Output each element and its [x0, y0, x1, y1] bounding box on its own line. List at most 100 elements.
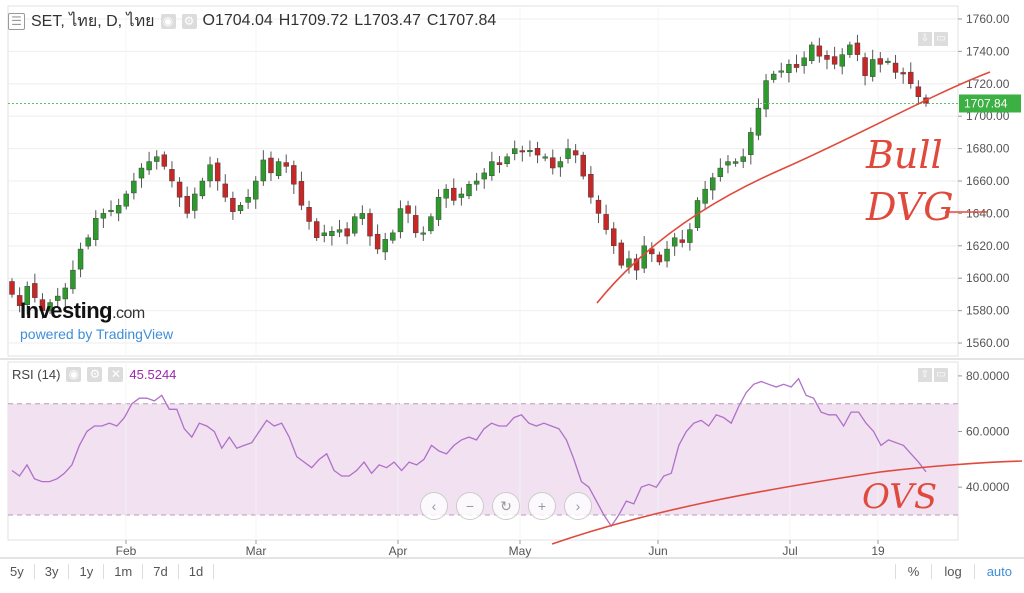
x-tick-label: 19 [871, 544, 885, 558]
candle-body [656, 254, 663, 263]
rsi-tick-label: 80.0000 [966, 369, 1010, 383]
zoom-out-button[interactable]: − [456, 492, 484, 520]
candle-body [260, 159, 267, 182]
candle-body [138, 167, 145, 179]
price-tick-label: 1760.00 [966, 12, 1010, 26]
candle-body [892, 62, 899, 73]
candle-body [877, 58, 883, 65]
powered-by-link[interactable]: powered by TradingView [20, 326, 174, 342]
gear-icon[interactable]: ⚙ [181, 13, 197, 29]
zoom-in-button[interactable]: + [528, 492, 556, 520]
candle-body [397, 208, 404, 233]
rsi-label: RSI (14) [12, 367, 61, 382]
candle-body [169, 169, 175, 182]
candle-body [770, 73, 777, 80]
candle-body [237, 205, 244, 212]
candle-body [527, 150, 533, 153]
maximize-icon[interactable]: ▭ [934, 32, 948, 46]
rsi-line [11, 377, 927, 528]
candle-body [306, 207, 312, 222]
eye-icon[interactable]: ◉ [160, 13, 176, 29]
candle-body [93, 218, 99, 240]
timeframe-1d[interactable]: 1d [179, 563, 215, 579]
candle-body [512, 148, 518, 154]
candle-body [664, 248, 670, 262]
candle-body [16, 295, 23, 306]
log-scale-button[interactable]: log [931, 563, 973, 579]
timeframe-3y[interactable]: 3y [35, 563, 70, 579]
scroll-left-button[interactable]: ‹ [420, 492, 448, 520]
reset-button[interactable]: ↻ [492, 492, 520, 520]
candle-body [344, 228, 350, 237]
candle-body [214, 162, 221, 182]
candle-body [763, 80, 769, 110]
price-tick-label: 1700.00 [966, 109, 1010, 123]
candle-body [481, 172, 487, 180]
timeframe-7d[interactable]: 7d [143, 563, 179, 579]
menu-icon[interactable]: ☰ [8, 12, 25, 30]
timeframe-1y[interactable]: 1y [69, 563, 105, 579]
candle-body [291, 165, 297, 185]
candle-body [405, 205, 411, 214]
candle-body [359, 213, 366, 219]
candle-body [854, 42, 861, 55]
candle-body [862, 57, 868, 76]
candle-body [382, 239, 388, 253]
candle-body [786, 64, 792, 73]
move-down-icon[interactable]: ⇩ [918, 32, 932, 46]
candle-body [710, 177, 716, 191]
candle-body [32, 283, 38, 298]
zoom-controls: ‹ − ↻ + › [420, 492, 592, 520]
timeframe-5y[interactable]: 5y [0, 563, 35, 579]
candle-body [839, 54, 845, 67]
candle-body [603, 214, 609, 230]
candle-body [390, 232, 396, 241]
candle-body [184, 196, 190, 214]
candle-body [275, 161, 282, 177]
rsi-eye-icon[interactable]: ◉ [66, 367, 82, 382]
candle-body [755, 107, 762, 136]
price-tick-label: 1560.00 [966, 336, 1010, 350]
candle-body [519, 150, 526, 153]
auto-scale-button[interactable]: auto [973, 563, 1024, 579]
timeframe-1m[interactable]: 1m [104, 563, 144, 579]
candle-body [831, 56, 838, 65]
watermark: Investing.com powered by TradingView [20, 298, 173, 342]
bull-trendline [596, 71, 991, 304]
candle-body [504, 156, 510, 165]
candle-body [458, 193, 465, 198]
rsi-close-icon[interactable]: ✕ [108, 367, 124, 382]
price-tick-label: 1620.00 [966, 239, 1010, 253]
candle-body [412, 215, 419, 234]
candle-body [253, 180, 259, 200]
candle-body [283, 162, 289, 167]
candle-body [24, 286, 30, 305]
x-tick-label: Apr [389, 544, 408, 558]
x-tick-label: Jul [782, 544, 797, 558]
candle-body [352, 216, 358, 234]
candle-body [557, 161, 564, 168]
candle-body [740, 156, 746, 162]
scroll-right-button[interactable]: › [564, 492, 592, 520]
candle-body [908, 71, 914, 84]
price-tick-label: 1740.00 [966, 44, 1010, 58]
candle-body [451, 187, 457, 201]
x-tick-label: May [509, 544, 532, 558]
move-up-icon[interactable]: ⇧ [918, 368, 932, 382]
candle-body [633, 258, 640, 271]
candle-body [679, 239, 685, 243]
rsi-gear-icon[interactable]: ⚙ [87, 367, 103, 382]
candle-body [100, 213, 107, 219]
candle-body [154, 156, 160, 162]
candle-body [70, 269, 76, 290]
candle-body [809, 44, 815, 61]
ohlc-open: O1704.04 [202, 12, 273, 29]
candle-body [869, 59, 876, 77]
percent-scale-button[interactable]: % [894, 563, 932, 579]
ohlc-close: C1707.84 [426, 12, 497, 29]
annotation-bull: Bull [865, 133, 943, 177]
price-tick-label: 1640.00 [966, 206, 1010, 220]
rsi-maximize-icon[interactable]: ▭ [934, 368, 948, 382]
